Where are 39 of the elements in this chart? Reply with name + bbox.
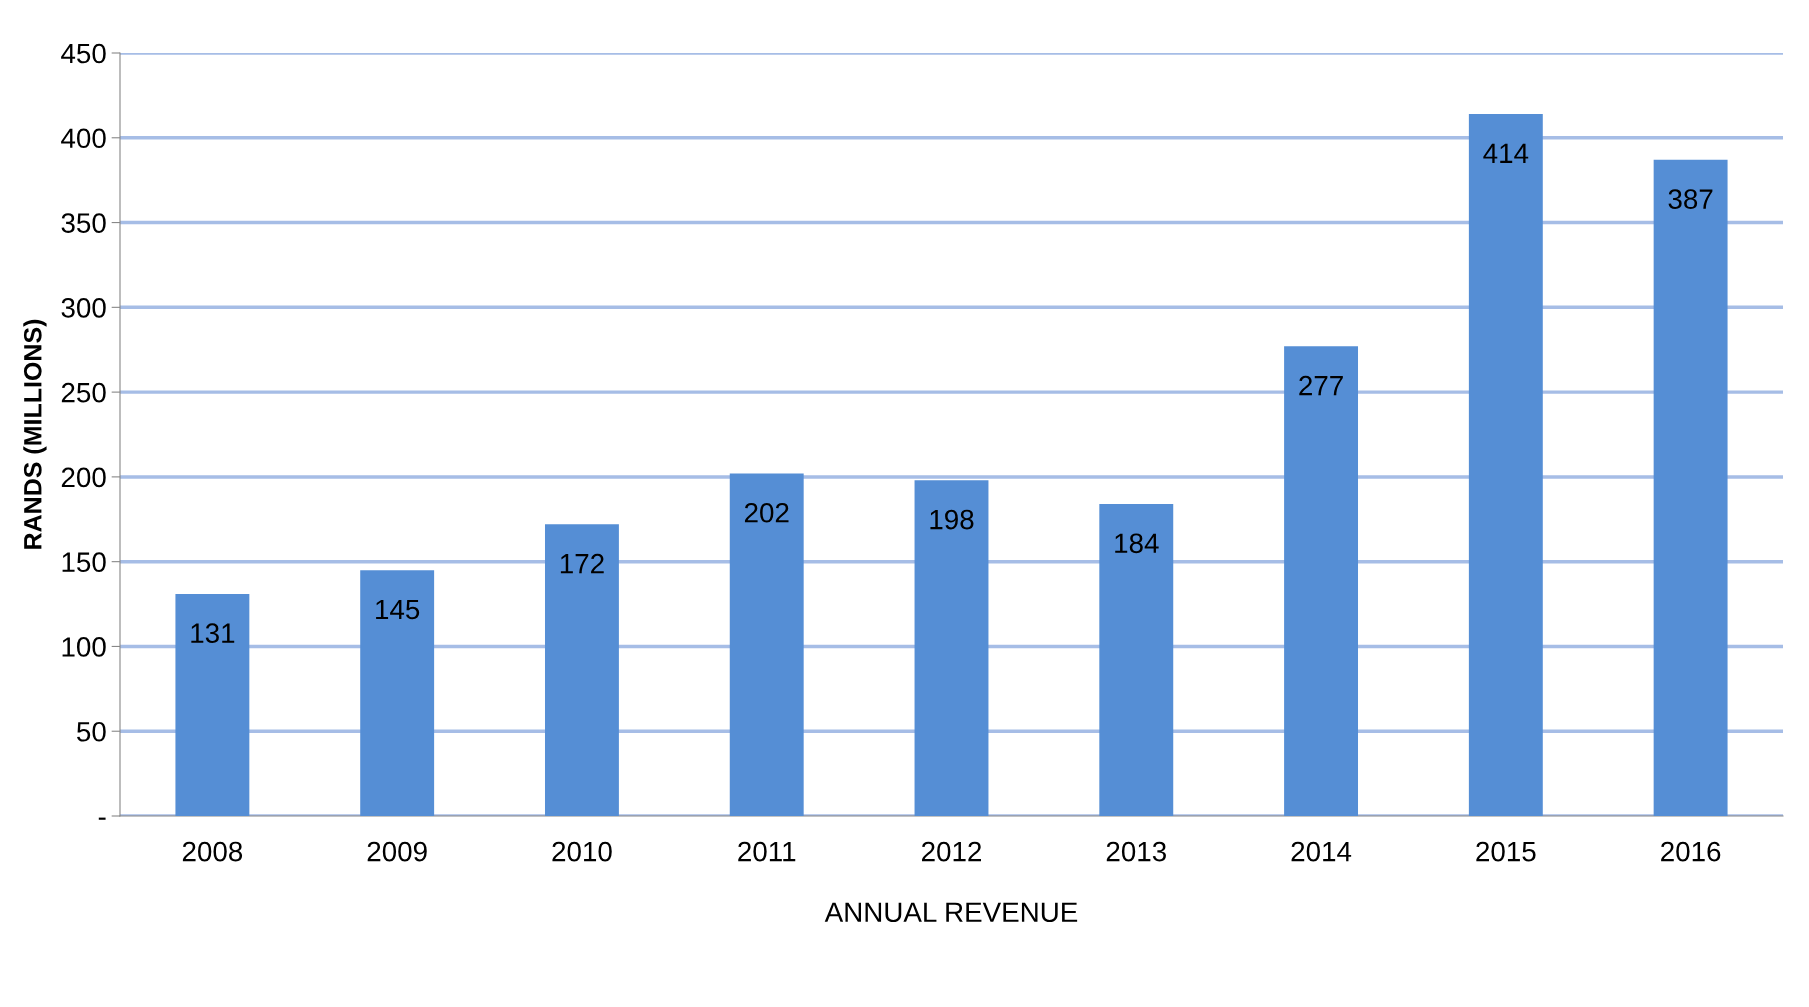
data-label: 387 — [1668, 189, 1713, 209]
x-axis-title: ANNUAL REVENUE — [824, 902, 1078, 923]
bar — [1284, 346, 1359, 816]
bar — [360, 570, 435, 816]
y-tick-label: 150 — [62, 552, 106, 573]
bar — [544, 524, 619, 816]
data-label: 172 — [560, 553, 604, 574]
bar — [1653, 159, 1728, 816]
y-tick-label: 100 — [62, 637, 106, 657]
data-label: 202 — [744, 502, 789, 523]
bar — [1099, 504, 1174, 816]
bar — [1468, 114, 1543, 816]
x-tick-label: 2011 — [738, 841, 796, 862]
bar — [729, 473, 804, 816]
y-tick-label: 50 — [77, 721, 106, 742]
x-tick-label: 2016 — [1661, 841, 1721, 862]
x-tick-label: 2010 — [552, 841, 612, 862]
data-label: 131 — [191, 623, 235, 644]
x-tick-label: 2014 — [1291, 841, 1352, 862]
y-tick-label: 300 — [61, 298, 106, 318]
y-tick-label: 350 — [61, 213, 106, 233]
y-tick-label: 200 — [61, 467, 106, 488]
bar — [175, 593, 250, 816]
x-tick-label: 2015 — [1476, 841, 1536, 862]
x-tick-label: 2009 — [367, 841, 427, 862]
bar — [914, 480, 989, 816]
y-tick-label: 400 — [61, 128, 106, 149]
y-tick-label: 450 — [61, 43, 106, 64]
y-axis-title: RANDS (MILLIONS) — [23, 319, 47, 549]
x-tick-label: 2013 — [1106, 841, 1166, 862]
data-label: 184 — [1115, 533, 1159, 554]
data-label: 414 — [1483, 143, 1529, 163]
data-label: 198 — [930, 509, 974, 530]
data-label: 145 — [376, 599, 420, 620]
y-tick-label: 250 — [61, 382, 106, 403]
x-tick-label: 2008 — [182, 841, 243, 862]
x-tick-label: 2012 — [922, 841, 982, 862]
data-label: 277 — [1299, 375, 1343, 396]
y-tick-label: - — [98, 817, 106, 820]
